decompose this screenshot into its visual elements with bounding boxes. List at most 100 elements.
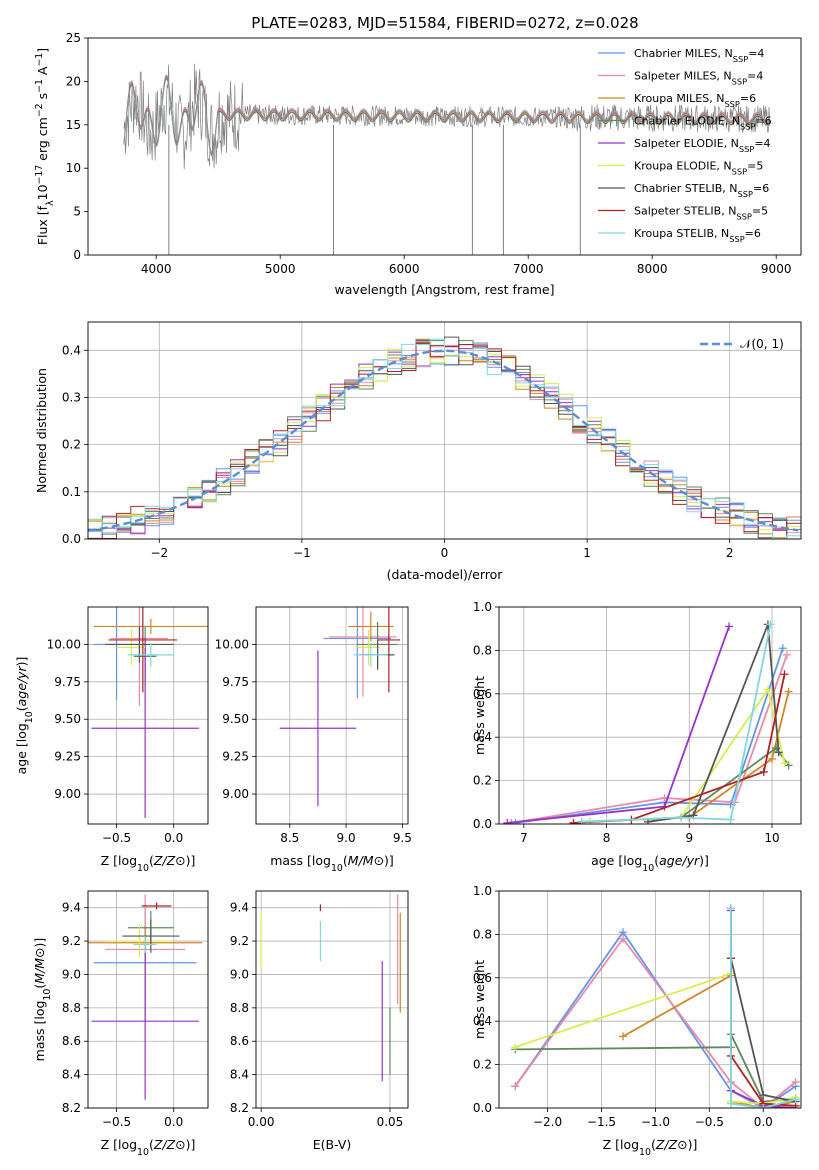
- figure-title: PLATE=0283, MJD=51584, FIBERID=0272, z=0…: [251, 14, 638, 32]
- y-tick-label: 9.4: [230, 901, 249, 915]
- age-vs-mass-plot-area: [279, 607, 401, 807]
- x-axis-label: wavelength [Angstrom, rest frame]: [334, 282, 554, 297]
- axes-frame: [87, 321, 802, 540]
- y-tick-label: 1.0: [473, 600, 492, 614]
- data-point-marker: [791, 1095, 800, 1104]
- data-point-marker: [782, 650, 791, 659]
- legend-entry: 𝒩(0, 1): [740, 337, 784, 351]
- y-tick-label: 10: [66, 161, 81, 175]
- x-tick-label: 10: [764, 831, 779, 845]
- mass-weight-series: [730, 908, 796, 1108]
- y-tick-label: 0.0: [473, 817, 492, 831]
- mass-weight-series: [581, 624, 772, 823]
- data-point-marker: [726, 904, 735, 913]
- y-tick-label: 0.4: [62, 343, 81, 357]
- legend-entry: Chabrier ELODIE, NSSP=6: [634, 115, 772, 132]
- legend-entry: Kroupa MILES, NSSP=6: [634, 92, 756, 109]
- data-point-marker: [726, 1099, 735, 1108]
- mass-weight-series: [515, 647, 784, 824]
- x-tick-label: −2: [150, 546, 168, 560]
- y-tick-label: 0.0: [62, 532, 81, 546]
- x-tick-label: 8: [603, 831, 611, 845]
- data-point-marker: [759, 1090, 768, 1099]
- x-tick-label: 0.05: [377, 1115, 404, 1129]
- data-point-marker: [726, 815, 735, 824]
- y-tick-label: 8.8: [230, 1001, 249, 1015]
- x-tick-label: 8000: [637, 262, 668, 276]
- y-tick-label: 9.2: [62, 934, 81, 948]
- spectrum-axes: 4000 5000 6000 7000 8000 9000 0 5 10 15 20 25 Chabri…: [34, 31, 802, 297]
- y-axis-label: mass weight: [472, 960, 487, 1039]
- y-tick-label: 9.0: [230, 967, 249, 981]
- x-tick-label: 0.0: [164, 1115, 183, 1129]
- y-tick-label: 9.50: [54, 712, 81, 726]
- mass-vs-Z-axes: −0.5 0.0 8.2 8.4 8.6 8.8 9.0 9.2 9.4 Z [log10(Z/Z…: [32, 890, 209, 1158]
- y-tick-label: 0.8: [473, 927, 492, 941]
- data-point-marker: [569, 818, 578, 824]
- age-vs-mass-axes: 8.5 9.0 9.5 9.00 9.25 9.50 9.75 10.00 mass [log1…: [215, 606, 412, 874]
- data-point-marker: [759, 1104, 768, 1108]
- legend-entry: Chabrier STELIB, NSSP=6: [634, 182, 769, 199]
- model-spectrum-line: [123, 78, 771, 157]
- x-tick-label: 0.0: [164, 831, 183, 845]
- x-tick-label: 9: [685, 831, 693, 845]
- y-tick-label: 8.4: [62, 1068, 81, 1082]
- y-tick-label: 10.00: [47, 637, 81, 651]
- data-point-marker: [619, 1032, 628, 1041]
- x-tick-label: 6000: [389, 262, 420, 276]
- weight-vs-Z-axes: −2.0 −1.5 −1.0 −0.5 0.0 0.0 0.2 0.4 0.6 0.8 1.0 Z […: [472, 884, 802, 1158]
- legend-entry: Chabrier MILES, NSSP=4: [634, 47, 764, 64]
- spectrum-plot-area: [123, 63, 771, 255]
- legend-entry: Salpeter ELODIE, NSSP=4: [634, 137, 771, 154]
- y-tick-label: 9.75: [222, 675, 249, 689]
- x-axis-label: Z [log10(Z/Z⊙)]: [603, 1137, 698, 1158]
- x-tick-label: −0.5: [695, 1115, 724, 1129]
- legend-entry: Salpeter MILES, NSSP=4: [634, 70, 763, 87]
- y-tick-label: 0: [73, 248, 81, 262]
- x-tick-label: −2.0: [533, 1115, 562, 1129]
- data-point-marker: [511, 1043, 520, 1052]
- y-tick-label: 0.2: [473, 774, 492, 788]
- normal-reference-curve: [88, 349, 799, 532]
- y-tick-label: 0.6: [473, 687, 492, 701]
- x-tick-label: 7000: [513, 262, 544, 276]
- x-axis-label: mass [log10(M/M⊙)]: [270, 853, 394, 874]
- y-tick-label: 9.0: [62, 967, 81, 981]
- legend-entry: Salpeter STELIB, NSSP=5: [634, 205, 768, 222]
- data-point-marker: [778, 644, 787, 653]
- x-tick-label: 0.00: [248, 1115, 275, 1129]
- data-point-marker: [511, 1082, 520, 1091]
- x-tick-label: 9000: [761, 262, 792, 276]
- y-tick-label: 0.6: [473, 971, 492, 985]
- x-tick-label: 0.0: [754, 1115, 773, 1129]
- y-tick-label: 10.00: [215, 637, 249, 651]
- spectrum-legend: Chabrier MILES, NSSP=4 Salpeter MILES, NS…: [598, 47, 772, 244]
- y-tick-label: 9.00: [222, 787, 249, 801]
- x-axis-label: (data-model)/error: [387, 567, 504, 582]
- y-tick-label: 9.2: [230, 934, 249, 948]
- y-tick-label: 0.3: [62, 390, 81, 404]
- data-point-marker: [774, 748, 783, 757]
- legend-entry: Kroupa ELODIE, NSSP=5: [634, 160, 763, 177]
- y-tick-label: 8.4: [230, 1068, 249, 1082]
- y-tick-label: 25: [66, 31, 81, 45]
- mass-weight-series: [589, 687, 786, 823]
- y-tick-label: 5: [73, 205, 81, 219]
- residual-histogram: [88, 338, 801, 539]
- axes-frame: [498, 606, 802, 825]
- x-tick-label: 7: [520, 831, 528, 845]
- data-point-marker: [763, 685, 772, 694]
- weight-vs-age-axes: 7 8 9 10 0.0 0.2 0.4 0.6 0.8 1.0 age [log10(age/yr…: [472, 600, 802, 874]
- mass-weight-series: [507, 626, 730, 824]
- x-tick-label: 0: [441, 546, 449, 560]
- y-axis-label: Normed distribution: [34, 368, 49, 493]
- y-tick-label: 0.2: [62, 438, 81, 452]
- y-tick-label: 9.4: [62, 901, 81, 915]
- x-tick-label: 4000: [141, 262, 172, 276]
- weight-vs-age-plot-area: [503, 620, 793, 824]
- y-tick-label: 8.6: [62, 1034, 81, 1048]
- data-point-marker: [759, 767, 768, 776]
- age-vs-Z-plot-area: [91, 607, 208, 819]
- data-point-marker: [791, 1077, 800, 1086]
- data-point-marker: [766, 620, 775, 629]
